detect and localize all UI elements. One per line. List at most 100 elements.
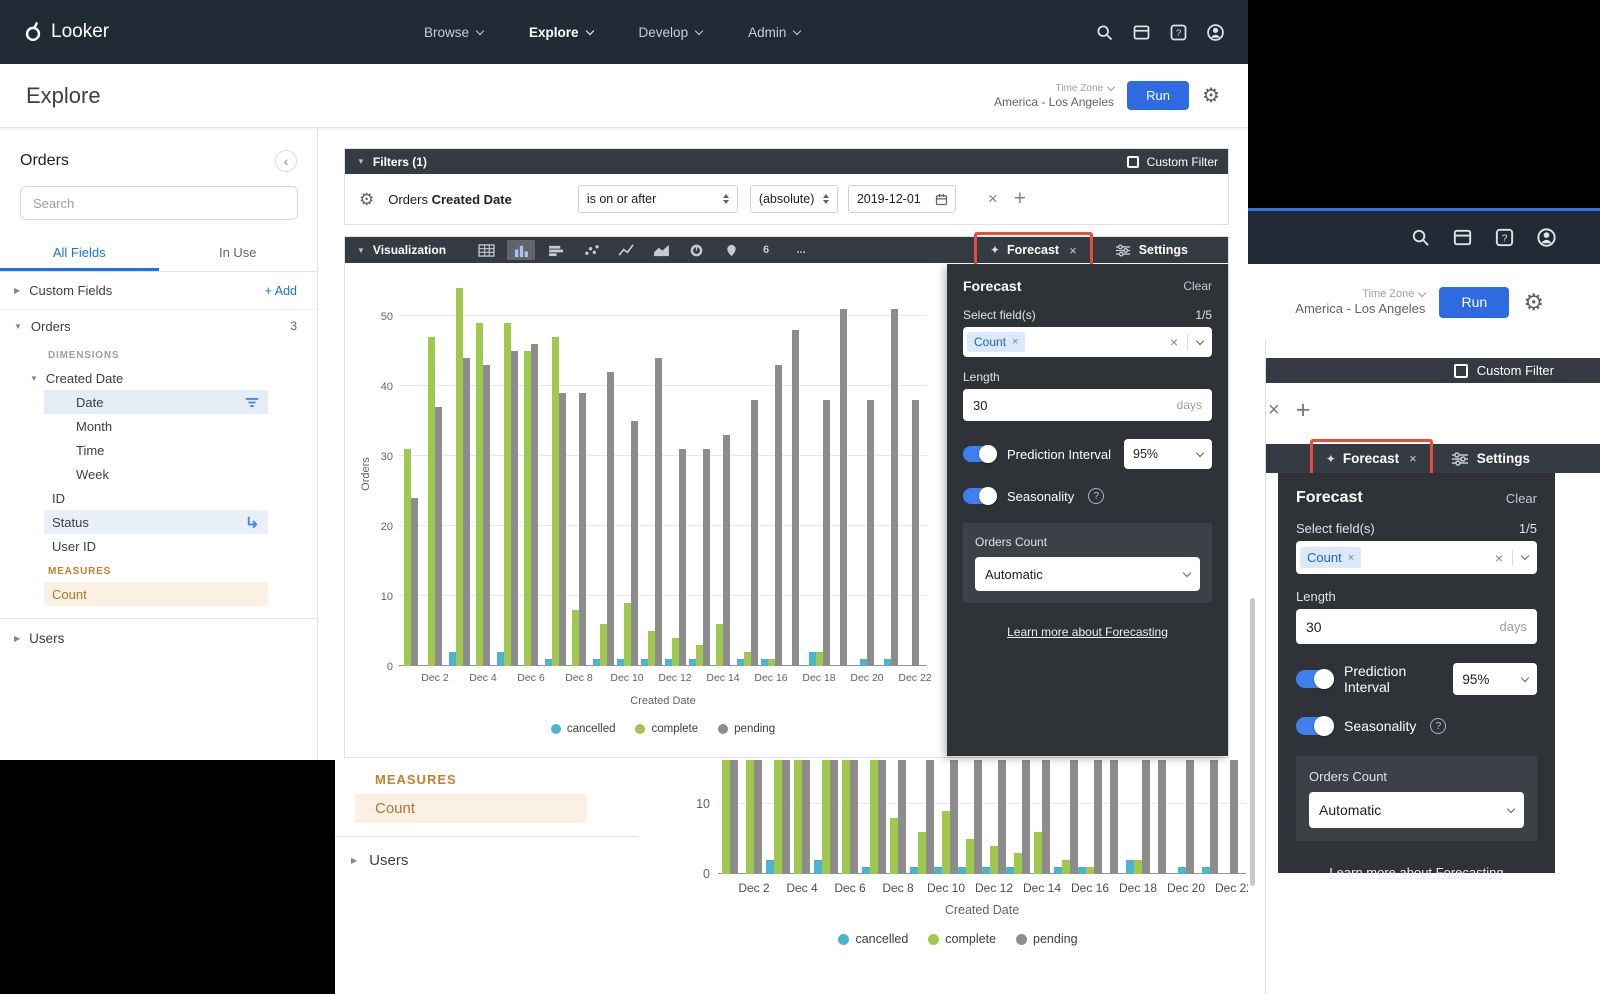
add-filter-icon[interactable]: + (1013, 187, 1027, 210)
prediction-interval-toggle[interactable] (1296, 669, 1334, 689)
bar-complete[interactable] (671, 638, 679, 666)
field-chip[interactable]: Count × (967, 332, 1026, 352)
bar-pending[interactable] (630, 421, 638, 666)
bar-cancelled[interactable] (766, 860, 774, 874)
bar-cancelled[interactable] (814, 860, 822, 874)
nav-item-develop[interactable]: Develop (639, 25, 704, 40)
bar-cancelled[interactable] (860, 659, 867, 666)
bar-complete[interactable] (455, 288, 463, 666)
bar-pending[interactable] (974, 760, 982, 874)
bar-cancelled[interactable] (862, 867, 870, 874)
table-chart-icon[interactable] (472, 240, 500, 260)
legend-item-complete[interactable]: complete (928, 932, 996, 946)
legend-item-cancelled[interactable]: cancelled (838, 932, 908, 946)
gear-icon[interactable]: ⚙ (1202, 84, 1220, 107)
sidebar-item-count[interactable]: Count (355, 794, 587, 823)
bar-cancelled[interactable] (592, 659, 600, 666)
tab-all-fields[interactable]: All Fields (0, 236, 159, 271)
more-chart-types-icon[interactable]: ... (796, 244, 806, 256)
field-search-input[interactable] (20, 186, 298, 220)
clear-selection-icon[interactable]: × (1494, 549, 1503, 566)
bar-pending[interactable] (1230, 760, 1238, 874)
bar-cancelled[interactable] (1078, 867, 1086, 874)
bar-chart-icon[interactable] (542, 240, 570, 260)
bar-pending[interactable] (1158, 760, 1166, 874)
bar-pending[interactable] (898, 760, 906, 874)
bar-complete[interactable] (503, 323, 511, 666)
legend-item-pending[interactable]: pending (718, 723, 775, 735)
prediction-interval-select[interactable]: 95% (1124, 439, 1212, 469)
forecast-field-select[interactable]: Count × × (1296, 541, 1537, 574)
bar-pending[interactable] (558, 393, 566, 666)
remove-filter-icon[interactable]: × (1268, 399, 1280, 421)
chip-remove-icon[interactable]: × (1347, 551, 1355, 564)
prediction-interval-toggle[interactable] (963, 445, 997, 463)
bar-complete[interactable] (716, 624, 723, 666)
visualization-bar[interactable]: ▼ Visualization 6 ... ✦ Forecast (345, 232, 1228, 268)
bar-complete[interactable] (942, 811, 950, 874)
bar-pending[interactable] (802, 760, 810, 874)
bar-complete[interactable] (695, 645, 703, 666)
bar-pending[interactable] (730, 760, 738, 874)
bar-pending[interactable] (1142, 760, 1150, 874)
learn-more-link[interactable]: Learn more about Forecasting (1329, 865, 1504, 880)
filter-operator-select[interactable]: is on or after (577, 185, 738, 213)
collapse-panel-icon[interactable]: ‹ (275, 150, 297, 172)
bar-cancelled[interactable] (982, 867, 990, 874)
bar-complete[interactable] (743, 652, 751, 666)
bar-pending[interactable] (654, 358, 662, 666)
bar-pending[interactable] (606, 372, 614, 666)
add-filter-icon[interactable]: + (1295, 396, 1311, 424)
bar-pending[interactable] (1210, 760, 1218, 874)
learn-more-link[interactable]: Learn more about Forecasting (1007, 625, 1168, 639)
add-custom-field-button[interactable]: + Add (264, 283, 297, 298)
bar-cancelled[interactable] (1202, 867, 1210, 874)
bar-complete[interactable] (746, 760, 754, 874)
bar-pending[interactable] (462, 358, 470, 666)
sidebar-item-created-date[interactable]: ▼ Created Date (0, 366, 317, 390)
bar-pending[interactable] (510, 351, 518, 666)
column-chart-icon[interactable] (507, 240, 536, 260)
settings-tab[interactable]: Settings (1451, 451, 1530, 466)
legend-item-cancelled[interactable]: cancelled (550, 723, 615, 735)
looker-logo[interactable]: Looker (0, 21, 109, 43)
bar-cancelled[interactable] (664, 659, 672, 666)
bar-pending[interactable] (867, 400, 874, 666)
clear-button[interactable]: Clear (1505, 490, 1537, 506)
marketplace-icon[interactable] (1131, 22, 1152, 43)
bar-pending[interactable] (830, 760, 838, 874)
seasonality-toggle[interactable] (1296, 716, 1334, 736)
legend-item-pending[interactable]: pending (1016, 932, 1078, 946)
orders-count-select[interactable]: Automatic (1309, 792, 1524, 828)
nav-item-explore[interactable]: Explore (529, 25, 594, 40)
bar-complete[interactable] (767, 659, 775, 666)
marketplace-icon[interactable] (1451, 226, 1474, 249)
bar-complete[interactable] (722, 760, 730, 874)
bar-pending[interactable] (839, 309, 847, 666)
bar-complete[interactable] (1062, 860, 1070, 874)
bar-pending[interactable] (723, 435, 730, 666)
custom-filter-checkbox[interactable] (1126, 155, 1139, 168)
bar-cancelled[interactable] (616, 659, 624, 666)
prediction-interval-select[interactable]: 95% (1453, 663, 1537, 695)
bar-cancelled[interactable] (736, 659, 744, 666)
filter-date-input[interactable] (856, 192, 929, 206)
bar-cancelled[interactable] (1006, 867, 1014, 874)
scatter-chart-icon[interactable] (577, 240, 605, 260)
area-chart-icon[interactable] (647, 240, 675, 260)
bar-complete[interactable] (1014, 853, 1022, 874)
map-chart-icon[interactable] (717, 240, 745, 260)
bar-complete[interactable] (1034, 832, 1042, 874)
bar-cancelled[interactable] (934, 867, 942, 874)
bar-pending[interactable] (998, 760, 1006, 874)
orders-count-select[interactable]: Automatic (975, 557, 1200, 591)
field-chip[interactable]: Count × (1300, 547, 1362, 568)
bar-complete[interactable] (822, 760, 830, 874)
remove-filter-icon[interactable]: × (987, 189, 998, 208)
bar-pending[interactable] (435, 407, 442, 666)
bar-complete[interactable] (990, 846, 998, 874)
bar-pending[interactable] (750, 400, 758, 666)
bar-pending[interactable] (950, 760, 958, 874)
bar-complete[interactable] (774, 760, 782, 874)
bar-complete[interactable] (476, 323, 483, 666)
